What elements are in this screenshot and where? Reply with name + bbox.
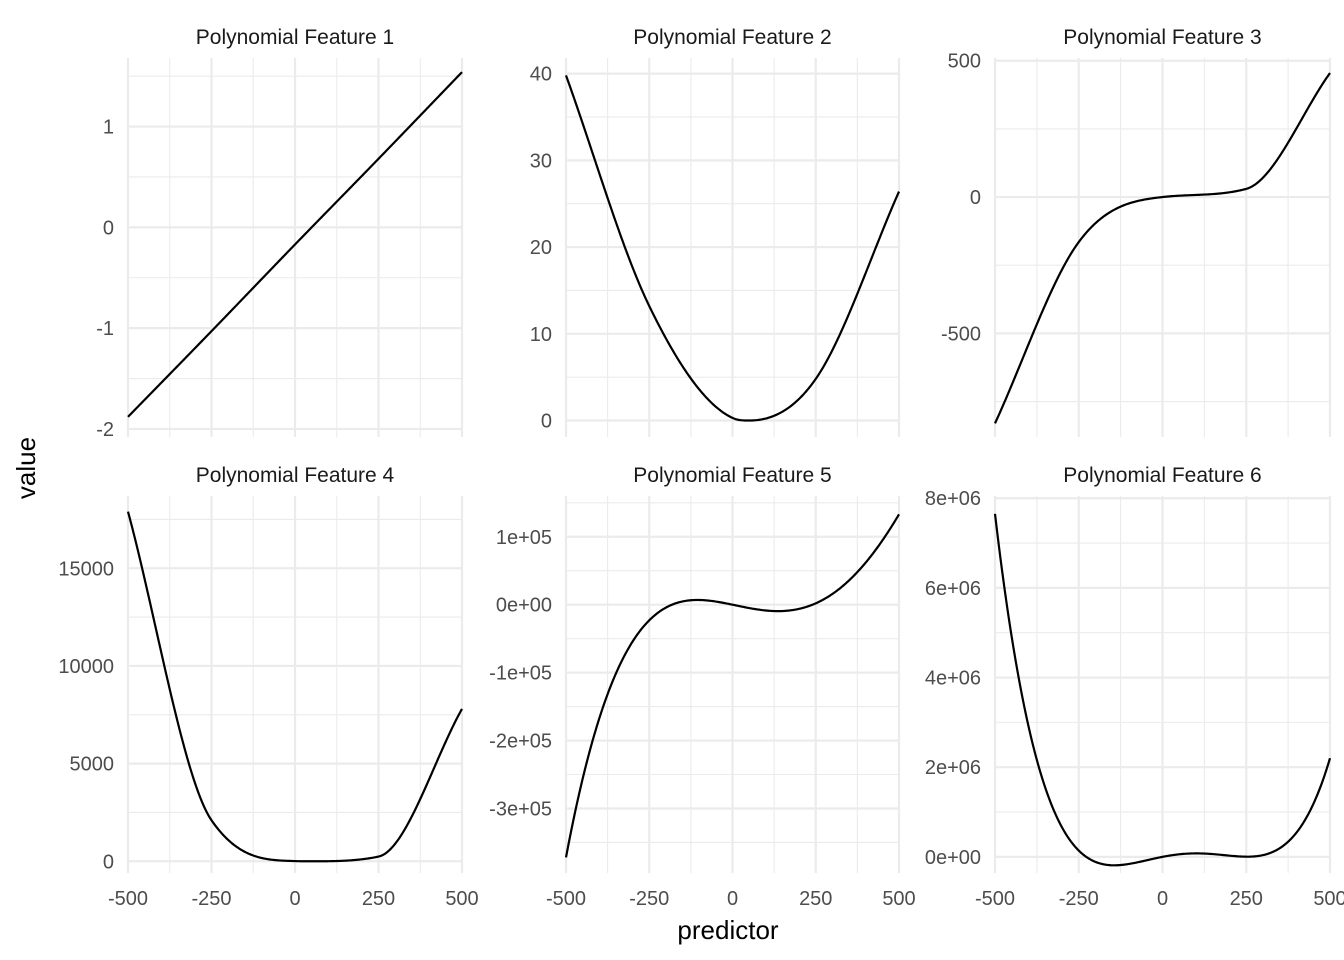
panel-3: Polynomial Feature 3 -500 0 500 (941, 26, 1332, 437)
x-tick-label: 500 (445, 888, 478, 910)
y-tick-label: 10000 (58, 656, 114, 678)
panel-title: Polynomial Feature 5 (633, 464, 831, 487)
y-tick-label: -2e+05 (489, 731, 552, 753)
y-tick-label: 1e+05 (496, 527, 552, 549)
series-line (994, 72, 1331, 424)
x-tick-label: 500 (882, 888, 915, 910)
y-tick-label: 0 (541, 411, 552, 433)
y-tick-label: 8e+06 (925, 488, 981, 510)
x-tick-label: 250 (1230, 888, 1263, 910)
x-tick-label: 0 (289, 888, 300, 910)
x-tick-label: 500 (1313, 888, 1344, 910)
x-tick-label: -250 (629, 888, 669, 910)
y-tick-label: 10 (530, 324, 552, 346)
y-tick-label: 500 (948, 51, 981, 73)
x-tick-label: -250 (1059, 888, 1099, 910)
y-axis-title: value (11, 437, 41, 499)
panel-title: Polynomial Feature 4 (196, 464, 395, 487)
y-tick-label: 20 (530, 237, 552, 259)
y-tick-label: 1 (103, 117, 114, 139)
y-tick-label: -1e+05 (489, 663, 552, 685)
x-axis-title: predictor (677, 915, 778, 945)
y-tick-label: 2e+06 (925, 757, 981, 779)
x-tick-label: -500 (975, 888, 1015, 910)
series-line (993, 513, 1332, 867)
y-tick-label: 0e+00 (925, 847, 981, 869)
panel-title: Polynomial Feature 3 (1063, 26, 1261, 49)
y-tick-label: 0 (103, 851, 114, 873)
panel-5: Polynomial Feature 5 -3e+05 -2e+05 -1e+05 0e… (489, 464, 916, 910)
panel-1: Polynomial Feature 1 -2 -1 0 1 (96, 26, 464, 441)
panel-title: Polynomial Feature 1 (196, 26, 394, 49)
panel-6: Polynomial Feature 6 0e+00 2e+06 4e+06 6e+06… (925, 464, 1344, 910)
x-tick-label: 0 (727, 888, 738, 910)
panel-2: Polynomial Feature 2 0 10 20 30 40 (530, 26, 901, 437)
x-tick-label: -500 (546, 888, 586, 910)
panel-title: Polynomial Feature 6 (1063, 464, 1261, 487)
y-tick-label: 0 (103, 217, 114, 239)
y-tick-label: 6e+06 (925, 578, 981, 600)
y-tick-label: -2 (96, 419, 114, 441)
x-tick-label: 0 (1157, 888, 1168, 910)
y-tick-label: 30 (530, 150, 552, 172)
panel-4: Polynomial Feature 4050001000015000-500-… (58, 464, 478, 910)
y-tick-label: -1 (96, 318, 114, 340)
x-tick-label: 250 (362, 888, 395, 910)
y-tick-label: 4e+06 (925, 668, 981, 690)
series-line (126, 511, 463, 863)
y-tick-label: 15000 (58, 558, 114, 580)
series-line (564, 513, 900, 858)
x-tick-label: -250 (191, 888, 231, 910)
x-tick-label: -500 (108, 888, 148, 910)
series-line (564, 74, 901, 422)
y-tick-label: 40 (530, 64, 552, 86)
series-line (127, 71, 463, 418)
y-tick-label: -500 (941, 323, 981, 345)
panel-title: Polynomial Feature 2 (633, 26, 831, 49)
y-tick-label: 0 (970, 187, 981, 209)
y-tick-label: -3e+05 (489, 798, 552, 820)
x-tick-label: 250 (799, 888, 832, 910)
y-tick-label: 0e+00 (496, 595, 552, 617)
y-tick-label: 5000 (70, 754, 115, 776)
